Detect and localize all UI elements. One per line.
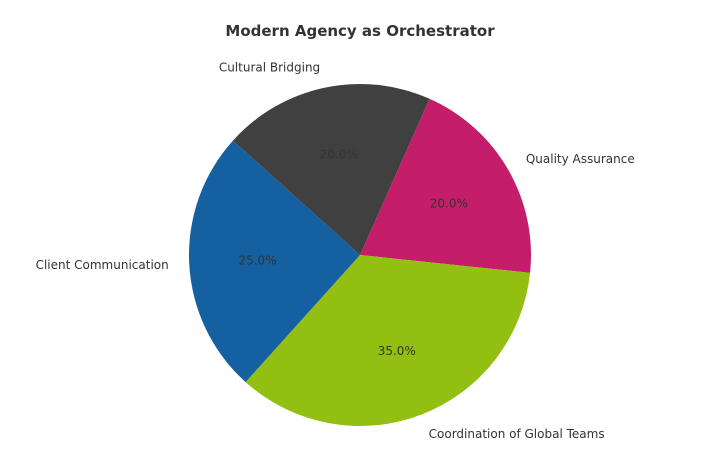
pie-slice-cultural-bridging: [232, 84, 430, 255]
slice-category-label: Cultural Bridging: [219, 61, 320, 75]
chart-title: Modern Agency as Orchestrator: [225, 22, 495, 40]
slice-percent-label: 35.0%: [378, 344, 416, 358]
slice-category-label: Client Communication: [36, 258, 169, 272]
pie-labels: Quality Assurance 20.0% Coordination of Gl…: [36, 61, 635, 441]
slice-percent-label: 20.0%: [320, 148, 358, 162]
pie-slices: [188, 84, 531, 426]
slice-percent-label: 20.0%: [430, 197, 468, 211]
slice-category-label: Quality Assurance: [526, 152, 635, 166]
pie-slice-client-communication: [188, 140, 360, 383]
pie-slice-coordination-of-global-teams: [245, 255, 531, 426]
slice-category-label: Coordination of Global Teams: [429, 427, 605, 441]
pie-slice-quality-assurance: [360, 98, 531, 273]
slice-percent-label: 25.0%: [238, 253, 276, 267]
